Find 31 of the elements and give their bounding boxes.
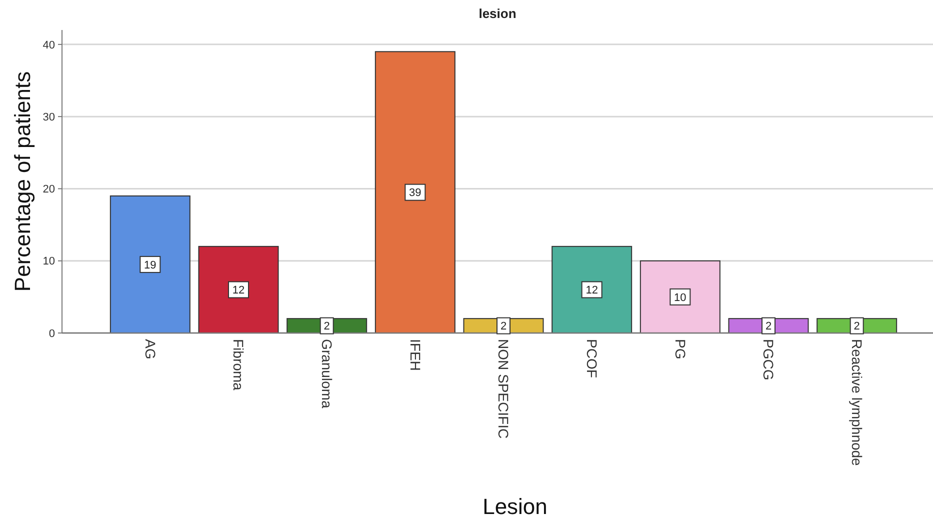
x-tick-label: PG: [672, 339, 688, 360]
data-label: 2: [324, 320, 330, 333]
y-tick-label: 20: [42, 184, 55, 196]
data-label: 12: [586, 284, 598, 297]
x-tick-label: NON SPECIFIC: [496, 339, 512, 439]
y-axis-title: Percentage of patients: [10, 71, 35, 292]
data-label: 10: [674, 292, 686, 304]
x-tick-label: Fibroma: [230, 339, 247, 391]
data-label: 12: [232, 284, 245, 297]
bar: [374, 51, 456, 334]
bar: [198, 246, 279, 334]
data-label: 2: [854, 320, 860, 333]
data-label: 2: [500, 320, 507, 333]
data-label: 39: [409, 187, 422, 200]
y-tick-label: 10: [42, 256, 55, 268]
data-label: 2: [765, 320, 772, 333]
x-tick-label: PGCG: [760, 339, 777, 380]
y-tick-label: 30: [42, 111, 55, 124]
x-axis-title: Lesion: [482, 494, 548, 519]
data-label: 19: [144, 259, 156, 272]
x-tick-label: Granuloma: [318, 339, 335, 408]
x-tick-label: PCOF: [584, 339, 600, 378]
x-tick-label: AG: [142, 339, 158, 360]
bar: [640, 260, 720, 334]
x-tick-label: IFEH: [407, 339, 424, 371]
y-tick-label: 40: [42, 39, 55, 52]
x-tick-label: Reactive lymphnode: [848, 339, 865, 466]
chart-title: lesion: [478, 6, 516, 21]
y-tick-label: 0: [48, 328, 55, 340]
bar: [110, 195, 190, 334]
bar: [552, 246, 632, 334]
